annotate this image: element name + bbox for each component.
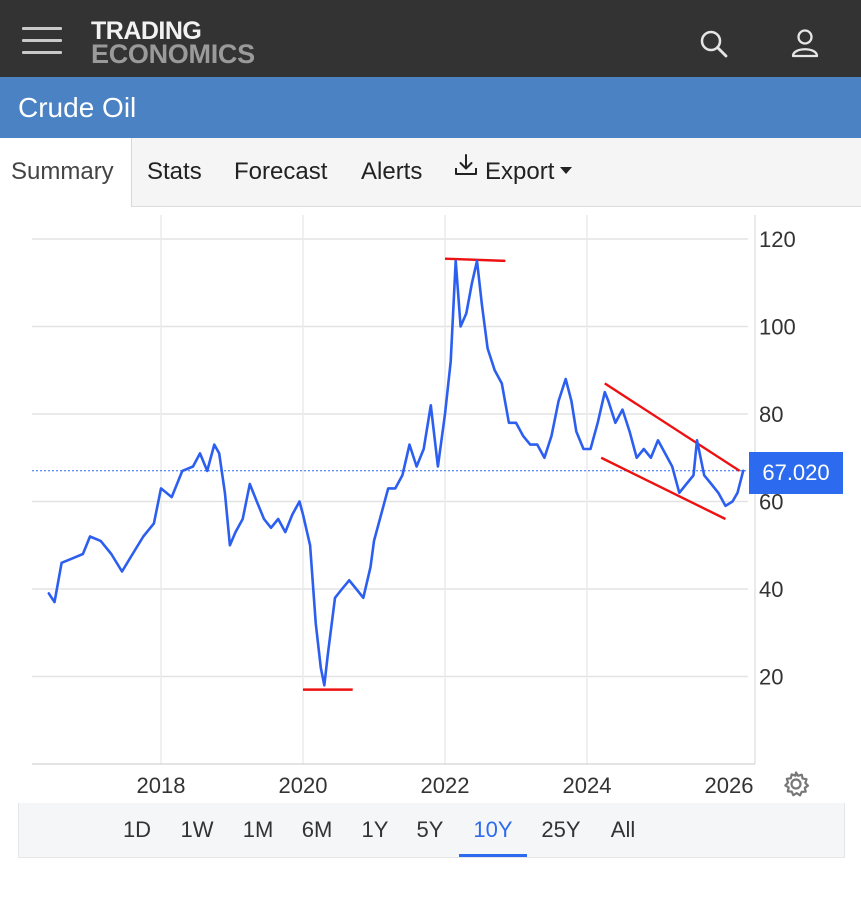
y-tick-label: 40 [759,577,783,602]
tab-bar: Summary Stats Forecast Alerts Export [0,138,861,207]
tab-summary-label: Summary [11,158,114,185]
range-6m-button[interactable]: 6M [301,817,333,842]
tab-summary[interactable]: Summary [0,138,132,207]
range-1w-button[interactable]: 1W [180,817,214,842]
x-tick-label: 2024 [563,773,612,798]
trendline-3 [600,456,726,521]
time-range-selector: 1D 1W 1M 6M 1Y 5Y 10Y 25Y All [18,803,845,858]
search-icon[interactable] [699,29,729,64]
x-tick-label: 2026 [705,773,754,798]
trendline-annotations [303,257,741,691]
range-1d-button[interactable]: 1D [122,817,152,842]
tab-alerts-label: Alerts [361,158,423,185]
range-25y-button[interactable]: 25Y [541,817,581,842]
page-title: Crude Oil [18,92,137,123]
trendline-1 [444,257,506,263]
caret-down-icon [560,167,573,175]
logo-line-1: TRADING [91,17,202,45]
x-tick-label: 2022 [421,773,470,798]
current-price-badge: 67.020 [749,452,843,494]
range-5y-button[interactable]: 5Y [416,817,444,842]
y-tick-label: 100 [759,315,796,340]
tab-forecast-label: Forecast [234,158,328,185]
range-10y-button[interactable]: 10Y [459,803,527,857]
tab-export[interactable]: Export [453,137,573,206]
y-tick-label: 80 [759,402,783,427]
y-tick-label: 20 [759,665,783,690]
x-axis-ticks: 2018 2020 2022 2024 2026 [137,773,754,798]
tab-forecast[interactable]: Forecast [234,138,327,206]
y-tick-label: 120 [759,227,796,252]
gear-icon[interactable] [782,770,810,803]
top-navigation-bar: TRADING ECONOMICS [0,0,861,77]
x-tick-label: 2018 [137,773,186,798]
range-1m-button[interactable]: 1M [242,817,274,842]
series-line-0 [47,259,745,687]
range-1y-button[interactable]: 1Y [361,817,389,842]
range-all-button[interactable]: All [610,817,636,842]
x-tick-label: 2020 [279,773,328,798]
tab-stats[interactable]: Stats [147,138,202,206]
chart-grid [32,215,756,764]
download-icon [453,137,479,205]
price-series [47,259,745,687]
user-icon[interactable] [790,28,820,63]
tab-stats-label: Stats [147,158,202,185]
logo[interactable]: TRADING ECONOMICS [91,19,255,68]
tab-export-label: Export [485,158,555,185]
hamburger-icon[interactable] [22,27,62,57]
trendline-2 [604,382,741,472]
logo-line-2: ECONOMICS [91,39,255,69]
tab-alerts[interactable]: Alerts [361,138,422,206]
title-bar: Crude Oil [0,77,861,138]
